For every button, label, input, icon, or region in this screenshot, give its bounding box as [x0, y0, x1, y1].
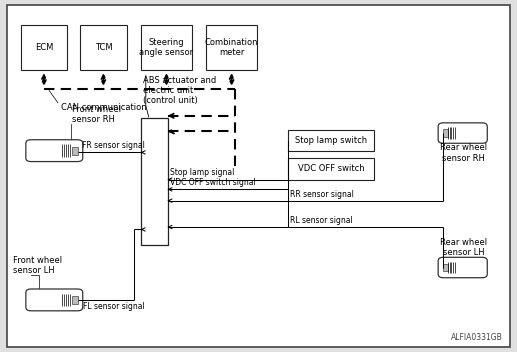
FancyBboxPatch shape [438, 123, 487, 143]
Text: Stop lamp switch: Stop lamp switch [295, 136, 367, 145]
Text: ALFIA0331GB: ALFIA0331GB [451, 333, 503, 342]
FancyBboxPatch shape [141, 25, 192, 70]
Bar [72, 296, 78, 304]
Text: TCM: TCM [95, 43, 112, 52]
Text: Front wheel
sensor RH: Front wheel sensor RH [72, 105, 121, 124]
Text: Combination
meter: Combination meter [205, 38, 258, 57]
FancyBboxPatch shape [141, 118, 168, 245]
Text: CAN communication: CAN communication [61, 103, 147, 112]
FancyBboxPatch shape [288, 130, 374, 151]
Text: VDC OFF switch signal: VDC OFF switch signal [170, 178, 256, 187]
Text: RR sensor signal: RR sensor signal [290, 189, 354, 199]
FancyBboxPatch shape [21, 25, 67, 70]
FancyBboxPatch shape [80, 25, 127, 70]
Text: ABS actuator and
electric unit
(control unit): ABS actuator and electric unit (control … [143, 76, 217, 106]
FancyBboxPatch shape [26, 289, 83, 311]
Text: ECM: ECM [35, 43, 53, 52]
FancyBboxPatch shape [26, 140, 83, 162]
Text: Rear wheel
sensor RH: Rear wheel sensor RH [440, 143, 488, 163]
Text: RL sensor signal: RL sensor signal [290, 216, 352, 225]
Bar [72, 146, 78, 155]
Text: Front wheel
sensor LH: Front wheel sensor LH [13, 256, 63, 275]
Text: FL sensor signal: FL sensor signal [83, 302, 144, 311]
Text: Stop lamp signal: Stop lamp signal [170, 168, 235, 177]
Text: VDC OFF switch: VDC OFF switch [298, 164, 364, 174]
Text: Steering
angle sensor: Steering angle sensor [140, 38, 193, 57]
Bar [444, 264, 448, 271]
Text: Rear wheel
sensor LH: Rear wheel sensor LH [440, 238, 488, 257]
FancyBboxPatch shape [206, 25, 257, 70]
FancyBboxPatch shape [7, 5, 510, 347]
FancyBboxPatch shape [288, 158, 374, 180]
Bar [444, 130, 448, 137]
FancyBboxPatch shape [438, 257, 487, 278]
Text: FR sensor signal: FR sensor signal [82, 141, 145, 150]
